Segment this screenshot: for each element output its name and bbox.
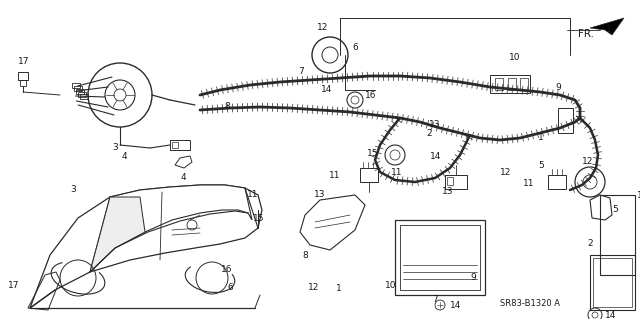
Bar — [78, 92, 86, 97]
Text: SR83-B1320 A: SR83-B1320 A — [500, 300, 560, 308]
Text: 9: 9 — [471, 273, 476, 282]
Text: 2: 2 — [587, 239, 593, 248]
Text: 14: 14 — [450, 300, 461, 309]
Text: 9: 9 — [555, 84, 561, 93]
Text: 10: 10 — [385, 281, 396, 290]
Text: 8: 8 — [225, 102, 230, 111]
Bar — [593, 258, 632, 307]
Text: 4: 4 — [122, 152, 127, 161]
Polygon shape — [300, 195, 365, 250]
Bar — [490, 75, 530, 93]
Text: 7: 7 — [298, 67, 303, 76]
Text: FR.: FR. — [578, 29, 594, 39]
Bar — [548, 175, 566, 189]
Text: 4: 4 — [180, 174, 186, 182]
Text: 13: 13 — [442, 188, 454, 197]
Text: 13: 13 — [429, 120, 441, 129]
Bar — [495, 78, 503, 90]
Text: 1: 1 — [606, 26, 612, 34]
Text: 7: 7 — [432, 295, 438, 305]
Text: 11: 11 — [328, 170, 340, 180]
Text: 14: 14 — [321, 85, 332, 94]
Polygon shape — [90, 185, 252, 272]
Text: 1: 1 — [538, 133, 543, 142]
Bar — [172, 142, 178, 148]
Bar — [558, 108, 573, 133]
Text: 14: 14 — [429, 152, 441, 161]
Text: 5: 5 — [612, 205, 618, 214]
Bar — [74, 85, 82, 91]
Text: 1: 1 — [637, 190, 640, 199]
Text: 17: 17 — [18, 57, 29, 66]
Bar — [170, 140, 190, 150]
Text: 3: 3 — [71, 185, 76, 194]
Text: 6: 6 — [228, 283, 233, 292]
Bar — [395, 220, 485, 295]
Text: 1: 1 — [337, 284, 342, 293]
Text: 10: 10 — [509, 54, 521, 63]
Bar — [360, 168, 378, 182]
Bar — [80, 94, 88, 99]
Bar — [400, 225, 480, 290]
Bar — [76, 89, 84, 93]
Bar — [445, 175, 467, 189]
Text: 12: 12 — [308, 283, 319, 292]
Bar — [590, 255, 635, 310]
Bar — [520, 78, 528, 90]
Text: 15: 15 — [253, 214, 265, 223]
Text: 11: 11 — [391, 168, 403, 177]
Text: 15: 15 — [367, 149, 378, 158]
Bar — [72, 83, 80, 88]
Polygon shape — [30, 185, 262, 308]
Text: 14: 14 — [605, 310, 616, 319]
Polygon shape — [590, 18, 624, 35]
Polygon shape — [90, 197, 145, 272]
Text: 16: 16 — [365, 92, 376, 100]
Bar — [20, 80, 26, 86]
Text: 16: 16 — [221, 265, 233, 274]
Text: 12: 12 — [500, 168, 511, 177]
Text: 2: 2 — [426, 130, 431, 138]
Text: 12: 12 — [317, 24, 328, 33]
Bar — [600, 195, 635, 275]
Text: 5: 5 — [538, 161, 543, 170]
Text: 3: 3 — [112, 144, 118, 152]
Text: 11: 11 — [247, 190, 259, 199]
Text: 8: 8 — [302, 250, 308, 259]
Bar — [18, 72, 28, 80]
Text: 11: 11 — [522, 179, 534, 188]
Text: 6: 6 — [352, 43, 358, 53]
Text: 13: 13 — [314, 190, 326, 199]
Bar — [508, 78, 516, 90]
Bar — [447, 177, 453, 185]
Text: 12: 12 — [582, 158, 594, 167]
Text: 17: 17 — [8, 281, 20, 290]
